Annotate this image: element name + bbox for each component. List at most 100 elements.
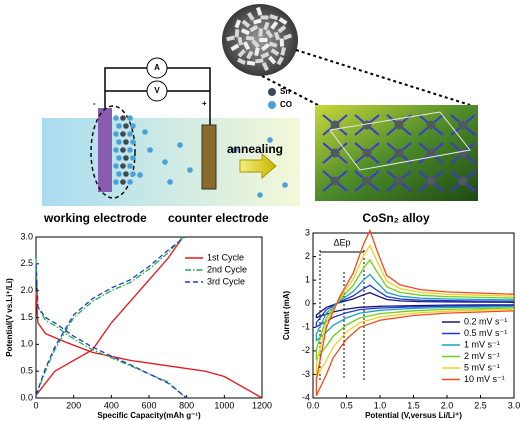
ion [113, 131, 119, 137]
grain [246, 60, 256, 66]
voltmeter [146, 80, 168, 102]
y-tick-label: -1 [302, 322, 310, 332]
atom [458, 120, 468, 130]
ion [113, 115, 119, 121]
series-line [35, 236, 188, 399]
x-tick-label: 1200 [252, 400, 272, 410]
atom [458, 176, 468, 186]
atom [330, 176, 340, 186]
y-tick-label: 0.5 [20, 366, 33, 376]
y-tick-label: 0.0 [20, 392, 33, 402]
y-tick-label: 2.0 [20, 285, 33, 295]
legend-label: 2 mV s⁻¹ [464, 351, 500, 361]
chart: 0.0 0.5 1.0 1.5 2.0 2.5 3.0 -4 -3 -2 -1 0 1 2 3 Potenti… [282, 227, 520, 420]
legend-label: 10 mV s⁻¹ [464, 374, 505, 384]
y-tick-label: 2.5 [20, 258, 33, 268]
atom [362, 120, 372, 130]
product-label: CoSn₂ alloy [362, 211, 430, 225]
ion [116, 155, 122, 161]
grain [269, 14, 279, 21]
schematic: A V - + Sn CO annealing working electrod… [42, 4, 478, 225]
ion [130, 155, 136, 161]
y-tick-label: 1.0 [20, 339, 33, 349]
grain [270, 48, 280, 57]
ion [120, 179, 126, 185]
ion [116, 123, 122, 129]
ion [113, 163, 119, 169]
x-tick-label: 0.5 [340, 400, 353, 410]
grain [230, 43, 240, 52]
atom [426, 148, 436, 158]
ion [116, 139, 122, 145]
x-tick-label: 800 [179, 400, 194, 410]
series-line [315, 284, 515, 328]
atom [330, 120, 340, 130]
grain [277, 25, 287, 34]
y-tick-label: -2 [302, 345, 310, 355]
ion [123, 155, 129, 161]
y-tick-label: 3.0 [20, 231, 33, 241]
y-tick-label: -3 [302, 369, 310, 379]
y-tick-label: 3 [305, 227, 310, 237]
ion [130, 171, 136, 177]
ion [123, 171, 129, 177]
series-line [315, 228, 515, 396]
atom [394, 176, 404, 186]
x-tick-label: 1000 [214, 400, 234, 410]
grain [256, 6, 263, 16]
series-line [315, 273, 515, 342]
series-line [35, 236, 263, 399]
y-axis-label: Current (mA) [282, 291, 291, 341]
grain [263, 21, 270, 31]
grain [270, 20, 279, 30]
sn-dot [268, 88, 276, 96]
legend-label: 5 mV s⁻¹ [464, 362, 500, 372]
voltmeter-label: V [154, 86, 160, 95]
ion [123, 123, 129, 129]
legend-co: CO [280, 100, 292, 109]
sem-texture [226, 6, 293, 71]
y-tick-label: 1 [305, 275, 310, 285]
legend-label: 0.2 mV s⁻¹ [464, 316, 507, 326]
grain [237, 48, 247, 58]
ion [120, 147, 126, 153]
x-tick-label: 600 [141, 400, 156, 410]
working-electrode [98, 108, 112, 192]
co-dot [268, 101, 276, 109]
grain [237, 57, 246, 65]
atom [362, 148, 372, 158]
grain [240, 28, 250, 36]
ion [127, 179, 133, 185]
y-tick-label: 1.5 [20, 312, 33, 322]
ion [120, 131, 126, 137]
ion [130, 139, 136, 145]
grain [267, 55, 277, 65]
y-tick-label: 0 [305, 298, 310, 308]
ion [257, 192, 263, 198]
grain [259, 38, 268, 42]
working-label: working electrode [43, 211, 147, 225]
minus-sign: - [93, 99, 96, 108]
legend-label: 0.5 mV s⁻¹ [464, 328, 507, 338]
legend-label: 3rd Cycle [207, 276, 245, 286]
ammeter-label: A [154, 63, 160, 72]
series-line [315, 291, 515, 319]
ion [232, 147, 238, 153]
y-tick-label: -4 [302, 392, 310, 402]
ion [162, 159, 168, 165]
ion [130, 123, 136, 129]
x-axis-label: Specific Capacity(mAh g⁻¹) [97, 411, 201, 420]
ammeter [146, 57, 168, 79]
series-line [35, 236, 184, 396]
ion [127, 147, 133, 153]
ion [147, 147, 153, 153]
grain [268, 41, 278, 48]
grain [241, 19, 251, 28]
dashed-ellipse [90, 105, 136, 199]
grain [246, 50, 254, 60]
zoom-line [261, 75, 319, 106]
grain [237, 36, 243, 46]
counter-electrode [201, 124, 217, 190]
ion [142, 129, 148, 135]
